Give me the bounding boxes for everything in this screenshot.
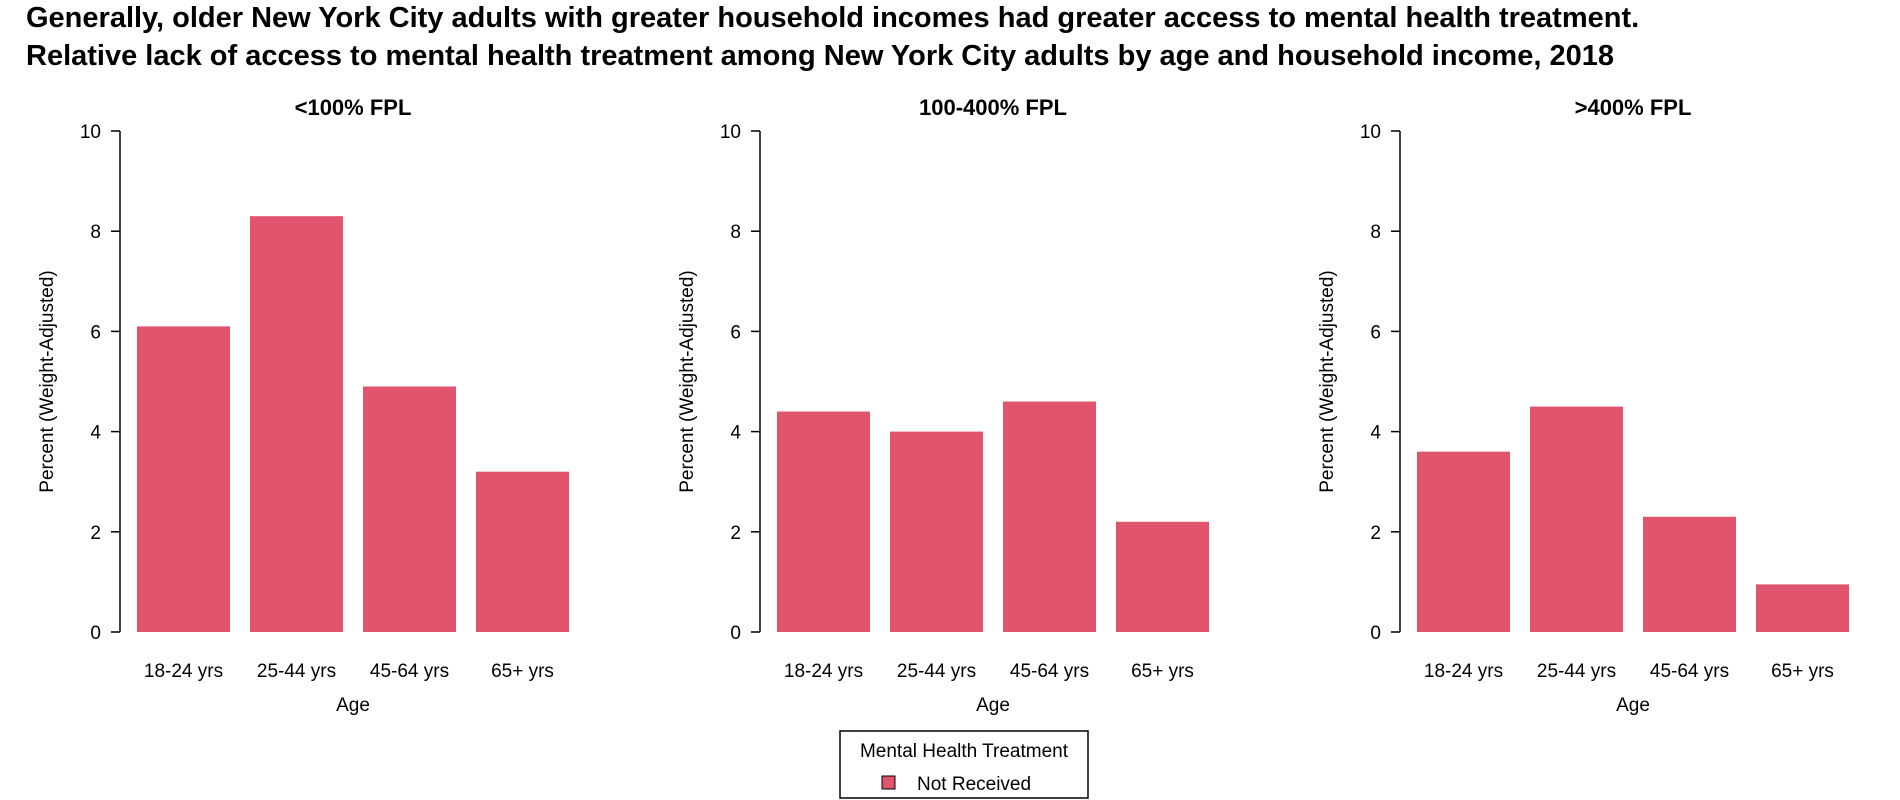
bar bbox=[890, 431, 983, 632]
y-tick-label: 10 bbox=[80, 122, 101, 143]
x-axis-label: Age bbox=[336, 695, 370, 716]
y-tick-label: 2 bbox=[90, 523, 101, 544]
y-tick-label: 0 bbox=[90, 623, 101, 644]
chart-panel: >400% FPL 0 2 4 6 8 10 Percent (Weight-Adjusted… bbox=[1317, 95, 1849, 716]
y-tick-label: 4 bbox=[1370, 423, 1381, 444]
bar bbox=[137, 326, 230, 632]
legend: Mental Health Treatment Not Received bbox=[839, 730, 1089, 799]
x-tick-label: 18-24 yrs bbox=[1424, 661, 1503, 682]
y-tick-label: 2 bbox=[1370, 523, 1381, 544]
y-tick-label: 8 bbox=[730, 222, 741, 243]
x-tick-label: 65+ yrs bbox=[1131, 661, 1194, 682]
x-tick-label: 45-64 yrs bbox=[370, 661, 449, 682]
y-tick-label: 8 bbox=[90, 222, 101, 243]
x-axis-label: Age bbox=[1616, 695, 1650, 716]
x-tick-label: 45-64 yrs bbox=[1650, 661, 1729, 682]
y-tick-label: 6 bbox=[1370, 322, 1381, 343]
bar bbox=[1417, 451, 1510, 632]
bar bbox=[1530, 406, 1623, 632]
bar bbox=[777, 411, 870, 632]
chart-panel: <100% FPL 0 2 4 6 8 10 Percent (Weight-Adjusted… bbox=[37, 95, 569, 716]
x-axis-label: Age bbox=[976, 695, 1010, 716]
y-tick-label: 10 bbox=[720, 122, 741, 143]
x-tick-label: 18-24 yrs bbox=[144, 661, 223, 682]
x-tick-label: 65+ yrs bbox=[491, 661, 554, 682]
y-axis-label: Percent (Weight-Adjusted) bbox=[677, 270, 698, 492]
y-tick-label: 6 bbox=[730, 322, 741, 343]
panel-title: <100% FPL bbox=[295, 95, 412, 120]
y-axis-label: Percent (Weight-Adjusted) bbox=[1317, 270, 1338, 492]
y-tick-label: 6 bbox=[90, 322, 101, 343]
bar bbox=[363, 386, 456, 632]
legend-swatch bbox=[881, 775, 896, 790]
x-tick-label: 25-44 yrs bbox=[1537, 661, 1616, 682]
legend-title: Mental Health Treatment bbox=[860, 741, 1069, 762]
chart-panel: 100-400% FPL 0 2 4 6 8 10 Percent (Weight-Adjus… bbox=[677, 95, 1209, 716]
legend-label: Not Received bbox=[917, 774, 1031, 795]
bar bbox=[1003, 401, 1096, 632]
x-tick-label: 45-64 yrs bbox=[1010, 661, 1089, 682]
chart-title: Generally, older New York City adults wi… bbox=[26, 2, 1640, 34]
bar bbox=[1116, 521, 1209, 632]
x-tick-label: 65+ yrs bbox=[1771, 661, 1834, 682]
panel-title: >400% FPL bbox=[1575, 95, 1692, 120]
y-tick-label: 10 bbox=[1360, 122, 1381, 143]
x-tick-label: 18-24 yrs bbox=[784, 661, 863, 682]
bar bbox=[1643, 516, 1736, 632]
x-tick-label: 25-44 yrs bbox=[257, 661, 336, 682]
panel-title: 100-400% FPL bbox=[919, 95, 1067, 120]
y-tick-label: 0 bbox=[730, 623, 741, 644]
bar bbox=[476, 471, 569, 632]
chart-subtitle: Relative lack of access to mental health… bbox=[26, 40, 1614, 72]
y-tick-label: 4 bbox=[730, 423, 741, 444]
y-tick-label: 4 bbox=[90, 423, 101, 444]
y-axis-label: Percent (Weight-Adjusted) bbox=[37, 270, 58, 492]
y-tick-label: 2 bbox=[730, 523, 741, 544]
y-tick-label: 8 bbox=[1370, 222, 1381, 243]
x-tick-label: 25-44 yrs bbox=[897, 661, 976, 682]
bar bbox=[250, 216, 343, 633]
legend-box bbox=[839, 730, 1089, 799]
y-tick-label: 0 bbox=[1370, 623, 1381, 644]
bar bbox=[1756, 584, 1849, 632]
